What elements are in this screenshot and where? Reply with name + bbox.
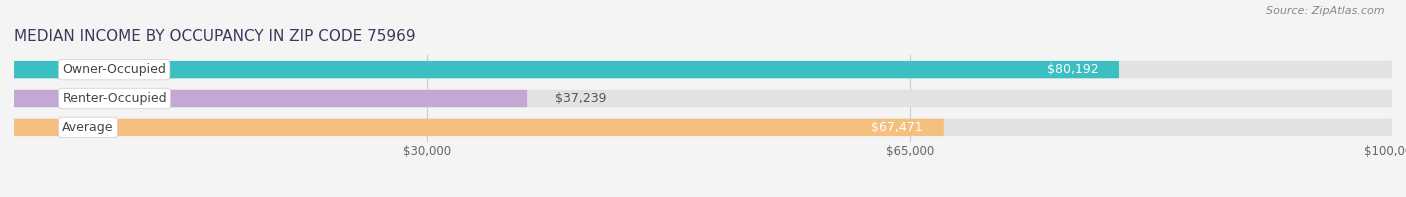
Text: $80,192: $80,192 [1046, 63, 1098, 76]
Text: Owner-Occupied: Owner-Occupied [62, 63, 166, 76]
FancyBboxPatch shape [14, 119, 943, 136]
Text: Average: Average [62, 121, 114, 134]
Text: Source: ZipAtlas.com: Source: ZipAtlas.com [1267, 6, 1385, 16]
FancyBboxPatch shape [14, 90, 527, 107]
FancyBboxPatch shape [14, 61, 1119, 78]
Text: MEDIAN INCOME BY OCCUPANCY IN ZIP CODE 75969: MEDIAN INCOME BY OCCUPANCY IN ZIP CODE 7… [14, 29, 416, 44]
Text: $67,471: $67,471 [872, 121, 924, 134]
FancyBboxPatch shape [14, 119, 1392, 136]
Text: Renter-Occupied: Renter-Occupied [62, 92, 167, 105]
FancyBboxPatch shape [14, 61, 1392, 78]
FancyBboxPatch shape [14, 90, 1392, 107]
Text: $37,239: $37,239 [555, 92, 606, 105]
